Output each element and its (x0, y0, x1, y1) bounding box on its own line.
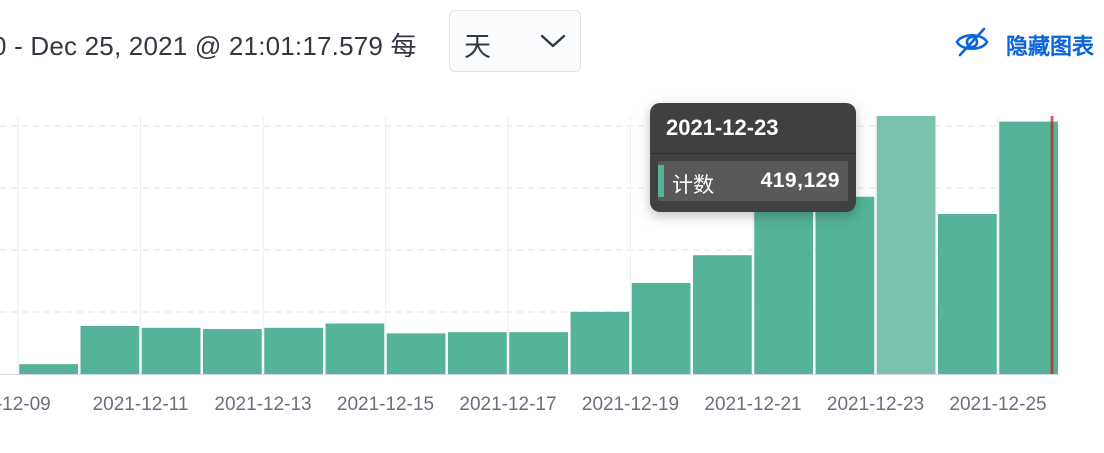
bar-2021-12-25[interactable] (999, 121, 1058, 374)
bar-2021-12-20[interactable] (693, 255, 752, 374)
bar-2021-12-16[interactable] (448, 332, 507, 374)
bar-2021-12-10[interactable] (80, 325, 140, 374)
bar-2021-12-14[interactable] (325, 323, 385, 374)
interval-select-value: 天 (464, 32, 491, 62)
tooltip-date: 2021-12-23 (666, 115, 779, 140)
bar-series (19, 116, 1058, 374)
x-tick-label: 1-12-09 (0, 394, 51, 415)
histogram-chart: 1-12-09 2021-12-11 2021-12-13 2021-12-15 202… (0, 90, 1104, 448)
bar-2021-12-21[interactable] (754, 196, 813, 374)
bar-2021-12-15[interactable] (386, 333, 446, 374)
bar-2021-12-22[interactable] (815, 196, 875, 374)
histogram-svg: 1-12-09 2021-12-11 2021-12-13 2021-12-15 202… (0, 116, 1060, 415)
x-tick-label: 2021-12-13 (214, 394, 311, 415)
x-tick-label: 2021-12-19 (582, 394, 679, 415)
bar-2021-12-11[interactable] (141, 327, 201, 374)
hide-chart-label: 隐藏图表 (1006, 34, 1095, 59)
x-tick-label: 2021-12-17 (459, 394, 556, 415)
x-tick-label: 2021-12-11 (93, 394, 189, 415)
x-tick-label: 2021-12-15 (337, 394, 434, 415)
bar-2021-12-24[interactable] (938, 213, 997, 374)
tooltip-value: 419,129 (760, 169, 840, 192)
x-tick-label: 2021-12-21 (704, 394, 801, 415)
eye-closed-icon (955, 27, 989, 57)
chart-tooltip: 2021-12-23 计数 419,129 (650, 103, 856, 212)
bar-2021-12-19[interactable] (631, 282, 691, 374)
x-axis: 1-12-09 2021-12-11 2021-12-13 2021-12-15 202… (0, 374, 1060, 415)
x-tick-label: 2021-12-23 (827, 394, 924, 415)
bar-2021-12-18[interactable] (570, 311, 630, 374)
tooltip-divider (650, 153, 856, 154)
interval-select[interactable]: 天 (449, 10, 581, 72)
bar-2021-12-23[interactable] (876, 116, 936, 374)
histogram-header: 0 - Dec 25, 2021 @ 21:01:17.579 每 天 隐藏图表 (0, 0, 1104, 90)
tooltip-row: 计数 419,129 (658, 161, 848, 201)
bar-2021-12-12[interactable] (203, 329, 262, 374)
chevron-down-icon (540, 34, 566, 48)
x-tick-label: 2021-12-25 (949, 394, 1046, 415)
bar-2021-12-09[interactable] (19, 364, 78, 374)
date-range-text: 0 - Dec 25, 2021 @ 21:01:17.579 每 (0, 31, 417, 61)
bar-2021-12-17[interactable] (509, 332, 568, 374)
tooltip-series-swatch (658, 165, 664, 197)
tooltip-series-label: 计数 (672, 174, 714, 197)
bar-2021-12-13[interactable] (264, 327, 323, 374)
